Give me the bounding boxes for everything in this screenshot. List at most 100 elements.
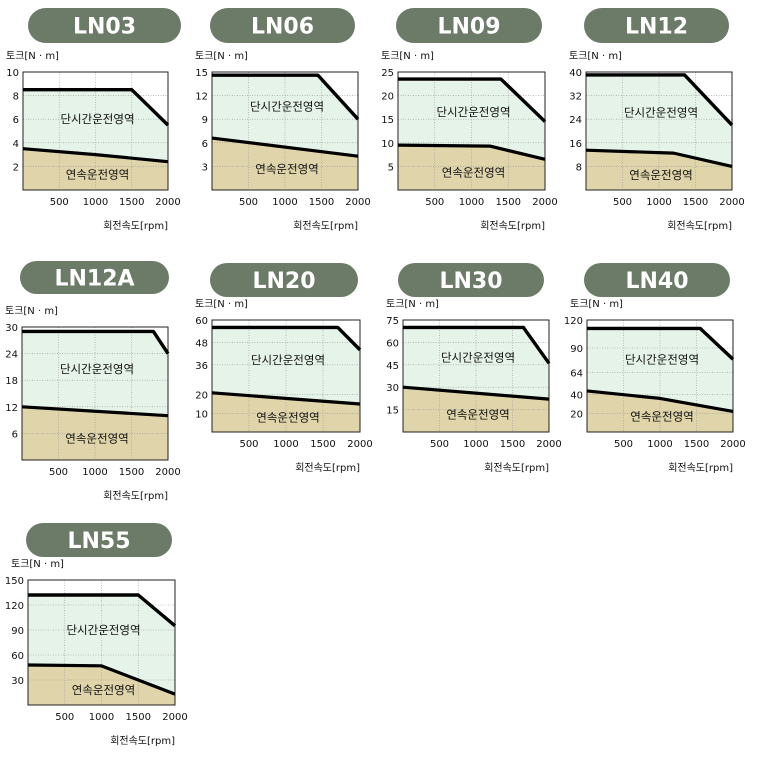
continuous-torque-curve (397, 143, 546, 161)
plot-frame (586, 319, 734, 433)
chart-title-pill (584, 263, 730, 297)
y-tick-label: 12 (5, 403, 18, 414)
short-term-torque-curve (587, 326, 735, 361)
continuous-region-label: 연속운전영역 (442, 166, 505, 180)
short-term-torque-curve (403, 325, 551, 365)
x-tick-label: 1000 (82, 467, 107, 478)
y-tick-label: 6 (202, 139, 208, 150)
plot-frame (397, 71, 546, 191)
y-tick-label: 150 (5, 576, 24, 587)
x-axis-unit-label: 회전속도[rpm] (484, 462, 549, 474)
short-term-region-label: 단시간운전영역 (251, 353, 325, 367)
x-tick-label: 1500 (683, 197, 708, 208)
chart-title-pill (210, 263, 358, 297)
chart-title-pill (210, 8, 355, 43)
x-tick-label: 1000 (647, 439, 672, 450)
continuous-torque-curve (211, 391, 361, 406)
y-tick-label: 6 (12, 429, 18, 440)
y-axis-unit-label: 토크[N · m] (195, 299, 248, 310)
y-tick-label: 6 (13, 115, 19, 126)
y-tick-label: 15 (386, 406, 399, 417)
x-axis-unit-label: 회전속도[rpm] (103, 220, 168, 232)
continuous-region-label: 연속운전영역 (66, 167, 129, 181)
y-tick-label: 36 (195, 361, 208, 372)
y-tick-label: 30 (11, 676, 24, 687)
x-tick-label: 2000 (720, 439, 745, 450)
short-term-region-label: 단시간운전영역 (250, 100, 324, 114)
short-term-torque-curve (398, 77, 547, 123)
x-tick-label: 1000 (646, 197, 671, 208)
x-tick-label: 1000 (463, 439, 488, 450)
y-axis-unit-label: 토크[N · m] (381, 51, 434, 62)
continuous-region-label: 연속운전영역 (446, 408, 509, 422)
x-tick-label: 1500 (496, 197, 521, 208)
short-term-torque-curve (212, 325, 362, 352)
x-tick-label: 2000 (345, 197, 370, 208)
continuous-torque-curve (211, 136, 359, 158)
y-tick-label: 48 (195, 338, 208, 349)
y-tick-label: 10 (195, 409, 208, 420)
x-tick-label: 500 (55, 712, 74, 723)
plot-frame (21, 326, 169, 461)
y-tick-label: 24 (569, 115, 582, 126)
short-term-torque-curve (22, 329, 170, 355)
short-term-region-label: 단시간운전영역 (66, 623, 140, 637)
chart-title: LN12 (625, 15, 688, 40)
y-tick-label: 8 (13, 92, 19, 103)
torque-chart-ln03: LN03 토크[N · m] 2 4 6 8 10 500 1000 1500 2000 단시간운전영… (6, 8, 181, 232)
continuous-torque-curve (21, 405, 169, 418)
continuous-region-label: 연속운전영역 (630, 409, 693, 423)
continuous-region-label: 연속운전영역 (256, 410, 319, 424)
x-axis-unit-label: 회전속도[rpm] (295, 462, 360, 474)
short-term-region-label: 단시간운전영역 (625, 353, 699, 367)
y-axis-unit-label: 토크[N · m] (6, 51, 59, 62)
y-tick-label: 75 (386, 316, 399, 327)
x-tick-label: 2000 (347, 439, 372, 450)
y-axis-unit-label: 토크[N · m] (5, 306, 58, 317)
short-term-region-label: 단시간운전영역 (436, 105, 510, 119)
x-tick-label: 1000 (272, 197, 297, 208)
chart-title: LN20 (252, 269, 315, 294)
x-tick-label: 500 (425, 197, 444, 208)
x-tick-label: 500 (430, 439, 449, 450)
x-axis-unit-label: 회전속도[rpm] (667, 220, 732, 232)
y-tick-label: 10 (6, 68, 19, 79)
x-tick-label: 1500 (119, 197, 144, 208)
x-tick-label: 1500 (309, 197, 334, 208)
y-tick-label: 60 (11, 651, 24, 662)
x-tick-label: 1000 (83, 197, 108, 208)
y-tick-label: 5 (388, 162, 394, 173)
y-axis-unit-label: 토크[N · m] (569, 51, 622, 62)
y-tick-label: 24 (5, 350, 18, 361)
x-axis-unit-label: 회전속도[rpm] (480, 220, 545, 232)
y-axis-unit-label: 토크[N · m] (570, 299, 623, 310)
chart-title-pill (584, 8, 729, 43)
y-tick-label: 64 (570, 368, 583, 379)
x-tick-label: 500 (614, 439, 633, 450)
chart-title-pill (20, 261, 169, 294)
chart-title-pill (396, 8, 542, 43)
y-tick-label: 18 (5, 376, 18, 387)
y-tick-label: 20 (195, 391, 208, 402)
x-tick-label: 500 (49, 467, 68, 478)
y-tick-label: 16 (569, 139, 582, 150)
x-tick-label: 500 (239, 197, 258, 208)
y-tick-label: 9 (202, 115, 208, 126)
torque-chart-ln12a: LN12A 토크[N · m] 6 12 18 24 30 500 1000 1500 2000 단시… (5, 261, 181, 502)
y-tick-label: 40 (569, 68, 582, 79)
short-term-region-label: 단시간운전영역 (60, 362, 134, 376)
plot-frame (27, 579, 176, 706)
y-axis-unit-label: 토크[N · m] (386, 299, 439, 310)
x-tick-label: 1000 (459, 197, 484, 208)
short-term-torque-curve (23, 87, 170, 127)
y-tick-label: 15 (381, 115, 394, 126)
y-axis-unit-label: 토크[N · m] (195, 51, 248, 62)
continuous-region-label: 연속운전영역 (72, 683, 135, 697)
y-tick-label: 8 (576, 162, 582, 173)
y-tick-label: 20 (381, 92, 394, 103)
y-tick-label: 12 (195, 92, 208, 103)
